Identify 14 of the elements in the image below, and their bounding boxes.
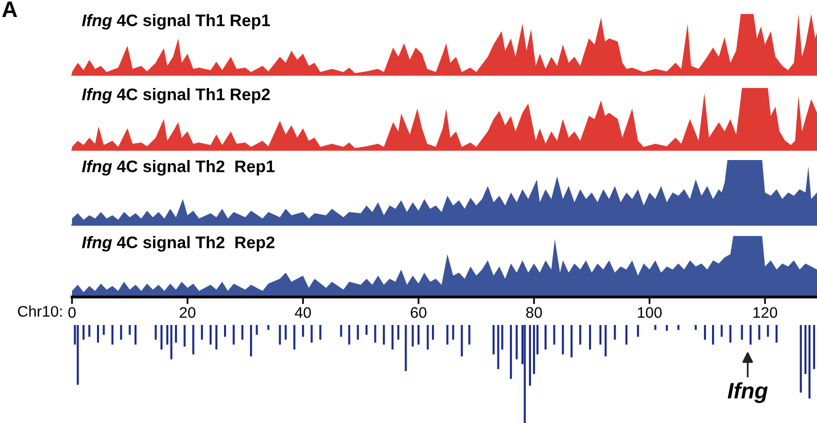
x-tick-label: 60	[410, 307, 426, 318]
chart-title: Ifng 4C signal Th1 Rep1	[82, 14, 270, 30]
annotation: Ifng	[728, 382, 768, 403]
chart-title: Ifng 4C signal Th1 Rep2	[82, 88, 270, 104]
x-axis-title: Chr10:	[18, 306, 62, 317]
text: A	[2, 2, 18, 17]
x-tick-label: 20	[180, 307, 196, 318]
x-tick-label: 0	[68, 307, 76, 318]
chart-title: Ifng 4C signal Th2 Rep1	[82, 160, 275, 176]
chart-title: Ifng 4C signal Th2 Rep2	[82, 236, 274, 252]
x-tick-label: 100	[638, 307, 662, 318]
x-tick-label: 40	[294, 307, 311, 318]
x-tick-label: 80	[526, 307, 542, 318]
x-tick-label: 120	[753, 307, 778, 318]
